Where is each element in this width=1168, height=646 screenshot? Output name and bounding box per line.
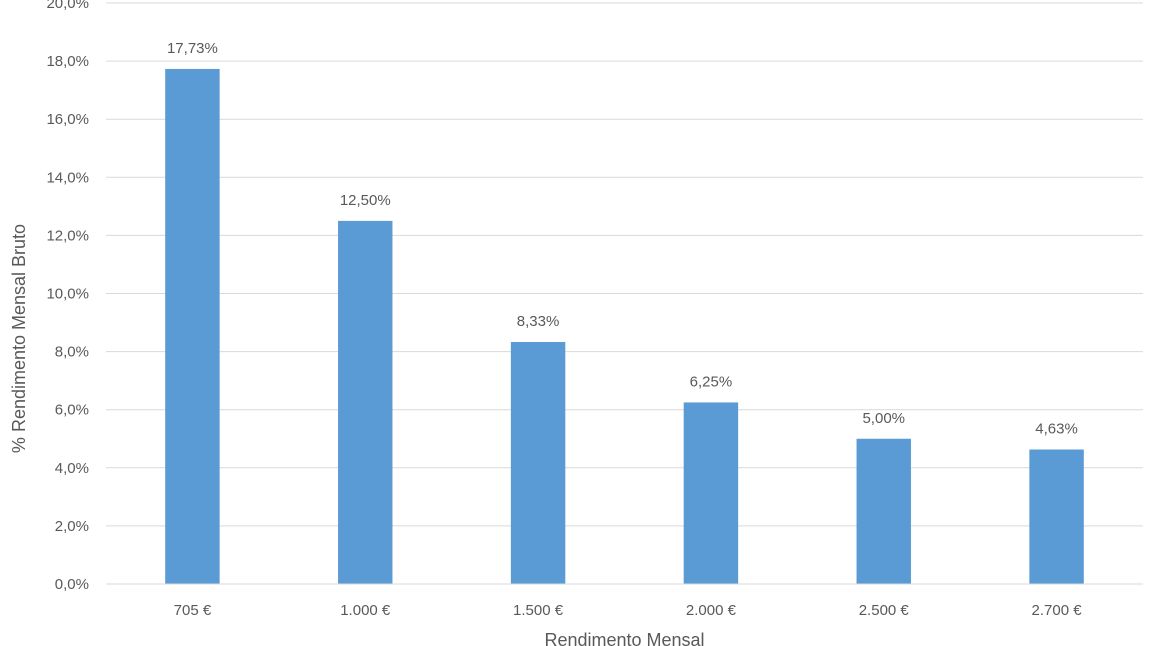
y-axis-ticks: 0,0% 2,0% 4,0% 6,0% 8,0% 10,0% 12,0% 14,0% 16,0%… (46, 0, 89, 593)
bar (1029, 449, 1084, 584)
data-label: 4,63% (1035, 420, 1078, 437)
data-label: 8,33% (517, 313, 560, 330)
bar (856, 438, 911, 584)
y-tick-label: 18,0% (46, 53, 89, 70)
y-tick-label: 20,0% (46, 0, 89, 12)
data-label: 5,00% (862, 410, 905, 427)
x-axis-ticks: 705 € 1.000 € 1.500 € 2.000 € 2.500 € 2.700 € (174, 602, 1083, 619)
y-axis-title: % Rendimento Mensal Bruto (9, 224, 29, 453)
x-axis-title: Rendimento Mensal (544, 630, 704, 646)
x-tick-label: 1.500 € (513, 602, 564, 619)
x-tick-label: 1.000 € (340, 602, 391, 619)
y-tick-label: 2,0% (55, 518, 89, 535)
y-tick-label: 4,0% (55, 460, 89, 477)
bar (165, 68, 220, 585)
data-label: 12,50% (340, 192, 391, 209)
gridlines (106, 2, 1143, 527)
bars (165, 68, 1084, 585)
data-label: 6,25% (690, 373, 733, 390)
y-tick-label: 10,0% (46, 286, 89, 303)
bar (510, 342, 566, 584)
y-tick-label: 12,0% (46, 227, 89, 244)
y-tick-label: 0,0% (55, 576, 89, 593)
x-tick-label: 2.700 € (1032, 602, 1083, 619)
y-tick-label: 6,0% (55, 402, 89, 419)
data-label: 17,73% (167, 40, 218, 57)
y-tick-label: 16,0% (46, 111, 89, 128)
bar (683, 402, 739, 584)
y-tick-label: 14,0% (46, 169, 89, 186)
x-tick-label: 705 € (174, 602, 212, 619)
bar (338, 220, 393, 584)
y-tick-label: 8,0% (55, 344, 89, 361)
data-labels: 17,73% 12,50% 8,33% 6,25% 5,00% 4,63% (167, 40, 1078, 438)
x-tick-label: 2.000 € (686, 602, 737, 619)
x-tick-label: 2.500 € (859, 602, 910, 619)
